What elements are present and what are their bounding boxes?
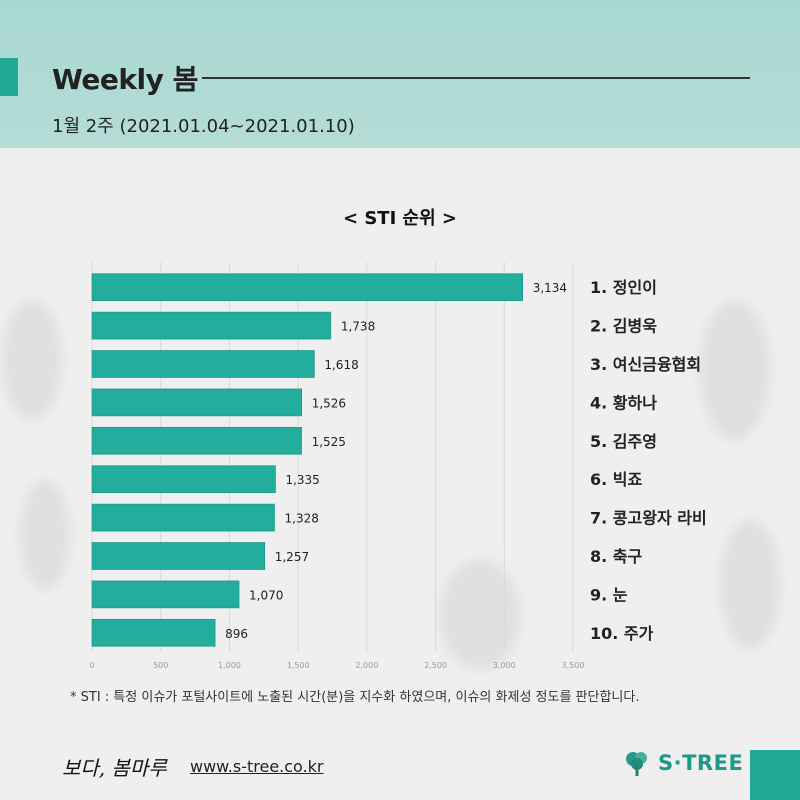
data-label: 1,526: [312, 396, 346, 410]
category-label: 1. 정인이: [590, 278, 657, 297]
category-label: 7. 콩고왕자 라비: [590, 509, 707, 528]
x-tick-label: 2,500: [424, 661, 447, 670]
website-link[interactable]: www.s-tree.co.kr: [190, 757, 324, 776]
background-figure: [700, 300, 770, 440]
corner-accent: [750, 750, 800, 800]
brand-signature: 보다, 봄마루: [62, 756, 167, 780]
bar: [91, 388, 303, 417]
bar: [91, 503, 275, 532]
data-label: 1,070: [249, 588, 283, 602]
bar: [91, 426, 302, 455]
tree-icon: [626, 752, 647, 776]
x-tick-label: 1,000: [218, 661, 241, 670]
data-label: 3,134: [533, 281, 567, 295]
bar: [91, 311, 332, 340]
page-subtitle: 1월 2주 (2021.01.04~2021.01.10): [52, 116, 355, 137]
x-tick-label: 2,000: [355, 661, 378, 670]
data-label: 896: [225, 627, 248, 641]
bar: [91, 542, 266, 570]
data-label: 1,738: [341, 320, 375, 334]
x-tick-label: 3,000: [493, 661, 516, 670]
category-label: 5. 김주영: [590, 432, 657, 451]
category-label: 8. 축구: [590, 547, 643, 566]
category-label: 2. 김병욱: [590, 317, 657, 336]
bar: [91, 350, 315, 378]
bar: [91, 618, 216, 647]
data-label: 1,257: [275, 550, 309, 564]
category-label: 6. 빅죠: [590, 470, 643, 489]
chart-title: < STI 순위 >: [342, 208, 458, 229]
accent-bar: [0, 58, 18, 96]
background-figure: [720, 520, 780, 650]
x-tick-label: 0: [89, 661, 94, 670]
footnote: * STI : 특정 이슈가 포털사이트에 노출된 시간(분)을 지수화 하였으…: [70, 690, 640, 705]
background-figure: [2, 300, 62, 420]
title-divider: [202, 77, 750, 79]
category-label: 4. 황하나: [590, 393, 657, 412]
x-tick-label: 500: [153, 661, 168, 670]
category-label: 9. 눈: [590, 585, 628, 604]
data-label: 1,328: [285, 512, 319, 526]
data-label: 1,335: [285, 473, 319, 487]
background-figure: [440, 560, 520, 670]
x-tick-label: 3,500: [562, 661, 585, 670]
category-label: 10. 주가: [590, 624, 654, 643]
logo-text: S·TREE: [658, 751, 744, 775]
stree-logo: S·TREE: [622, 748, 743, 778]
data-label: 1,525: [312, 435, 346, 449]
bar: [91, 465, 276, 494]
background-figure: [20, 480, 70, 590]
bar-chart: 0 500 1,000 1,500 2,000 2,500 3,000 3,500 3,134 1…: [89, 262, 707, 670]
bar: [91, 580, 240, 609]
bar: [91, 273, 524, 302]
x-tick-label: 1,500: [287, 661, 310, 670]
category-label: 3. 여신금융협회: [590, 355, 701, 374]
header-band: [0, 0, 800, 148]
page-title: Weekly 봄: [52, 63, 198, 96]
data-label: 1,618: [324, 358, 358, 372]
